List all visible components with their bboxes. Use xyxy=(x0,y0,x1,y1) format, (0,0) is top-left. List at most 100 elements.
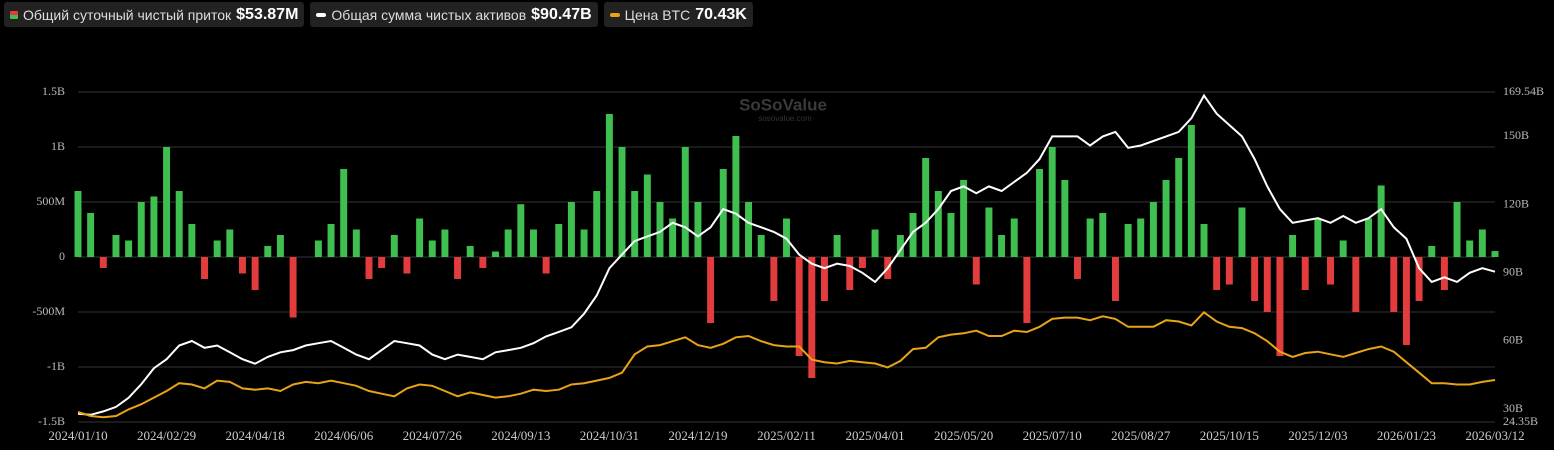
watermark: SoSoValue xyxy=(739,95,827,114)
x-tick-label: 2024/06/06 xyxy=(314,428,374,443)
y-tick-label: 1.5B xyxy=(42,84,65,98)
bar xyxy=(909,213,917,257)
bar xyxy=(378,257,386,268)
x-tick-label: 2024/02/29 xyxy=(137,428,196,443)
bar xyxy=(985,207,993,257)
bar xyxy=(327,224,335,257)
bar xyxy=(681,147,689,257)
bar xyxy=(757,235,765,257)
x-tick-label: 2025/08/27 xyxy=(1111,428,1171,443)
bar xyxy=(226,229,234,257)
bar xyxy=(1086,218,1094,257)
y-tick-label: -1B xyxy=(47,359,65,373)
line xyxy=(77,93,1496,416)
bar xyxy=(264,246,272,257)
y-tick-label: -500M xyxy=(32,304,65,318)
bar xyxy=(403,257,411,274)
bar xyxy=(542,257,550,274)
bar xyxy=(972,257,980,285)
bar xyxy=(1402,257,1410,345)
bar xyxy=(150,196,158,257)
line xyxy=(77,310,1496,419)
x-tick-label: 2024/12/19 xyxy=(668,428,727,443)
bar xyxy=(1390,257,1398,312)
bar xyxy=(1149,202,1157,257)
y2-tick-label: 150B xyxy=(1503,128,1529,142)
bar xyxy=(238,257,246,274)
bar xyxy=(1124,224,1132,257)
bar xyxy=(175,191,183,257)
bar xyxy=(808,257,816,378)
bar xyxy=(669,218,677,257)
bar xyxy=(314,240,322,257)
legend-value: 70.43K xyxy=(695,5,747,23)
bar xyxy=(1137,218,1145,257)
bar xyxy=(1048,147,1056,257)
bar xyxy=(1187,125,1195,257)
bar xyxy=(833,235,841,257)
x-tick-label: 2024/04/18 xyxy=(226,428,285,443)
bar xyxy=(1365,218,1372,257)
bar xyxy=(960,180,968,257)
bar xyxy=(555,224,563,257)
y-tick-label: -1.5B xyxy=(38,414,65,428)
bar xyxy=(1428,246,1436,257)
bar xyxy=(858,257,866,268)
bar xyxy=(99,257,107,268)
bar xyxy=(125,240,133,257)
bar xyxy=(820,257,828,301)
bar xyxy=(1036,169,1044,257)
bar xyxy=(631,191,639,257)
bar xyxy=(201,257,208,279)
bar xyxy=(1225,257,1233,285)
bar xyxy=(1200,224,1208,257)
bar xyxy=(1327,257,1335,285)
bar xyxy=(871,229,879,257)
bar xyxy=(1301,257,1309,290)
bar xyxy=(1162,180,1170,257)
bar xyxy=(517,204,525,257)
bar xyxy=(1377,185,1385,257)
bar xyxy=(567,202,575,257)
legend-icon xyxy=(10,10,18,19)
y2-tick-label: 60B xyxy=(1503,333,1523,347)
bar xyxy=(694,202,702,257)
bar xyxy=(479,257,487,268)
bar xyxy=(1491,251,1499,257)
bar xyxy=(998,235,1006,257)
y-tick-label: 0 xyxy=(59,249,65,263)
bar xyxy=(1074,257,1081,279)
bar xyxy=(74,191,82,257)
bar xyxy=(1010,218,1018,257)
bar xyxy=(1453,202,1461,257)
bar xyxy=(795,257,803,356)
bar xyxy=(1478,229,1486,257)
bar xyxy=(1213,257,1221,290)
bar xyxy=(213,240,221,257)
bar xyxy=(896,235,904,257)
bar xyxy=(276,235,284,257)
bar xyxy=(1289,235,1297,257)
bar xyxy=(365,257,373,279)
bar xyxy=(112,235,120,257)
bar xyxy=(656,202,664,257)
bar xyxy=(732,136,740,257)
bar xyxy=(1251,257,1259,301)
bar xyxy=(352,229,360,257)
x-tick-label: 2025/04/01 xyxy=(845,428,904,443)
bar xyxy=(593,191,601,257)
bar xyxy=(707,257,715,323)
bar xyxy=(618,147,626,257)
bar xyxy=(1238,207,1246,257)
legend-item: Общий суточный чистый приток $53.87M xyxy=(4,2,305,27)
y2-tick-label: 120B xyxy=(1503,196,1529,210)
y-tick-label: 1B xyxy=(51,139,65,153)
bar xyxy=(605,114,613,257)
bar xyxy=(1314,218,1322,257)
bar xyxy=(1111,257,1119,301)
bar xyxy=(416,218,424,257)
x-tick-label: 2026/03/12 xyxy=(1465,428,1524,443)
bar xyxy=(390,235,398,257)
